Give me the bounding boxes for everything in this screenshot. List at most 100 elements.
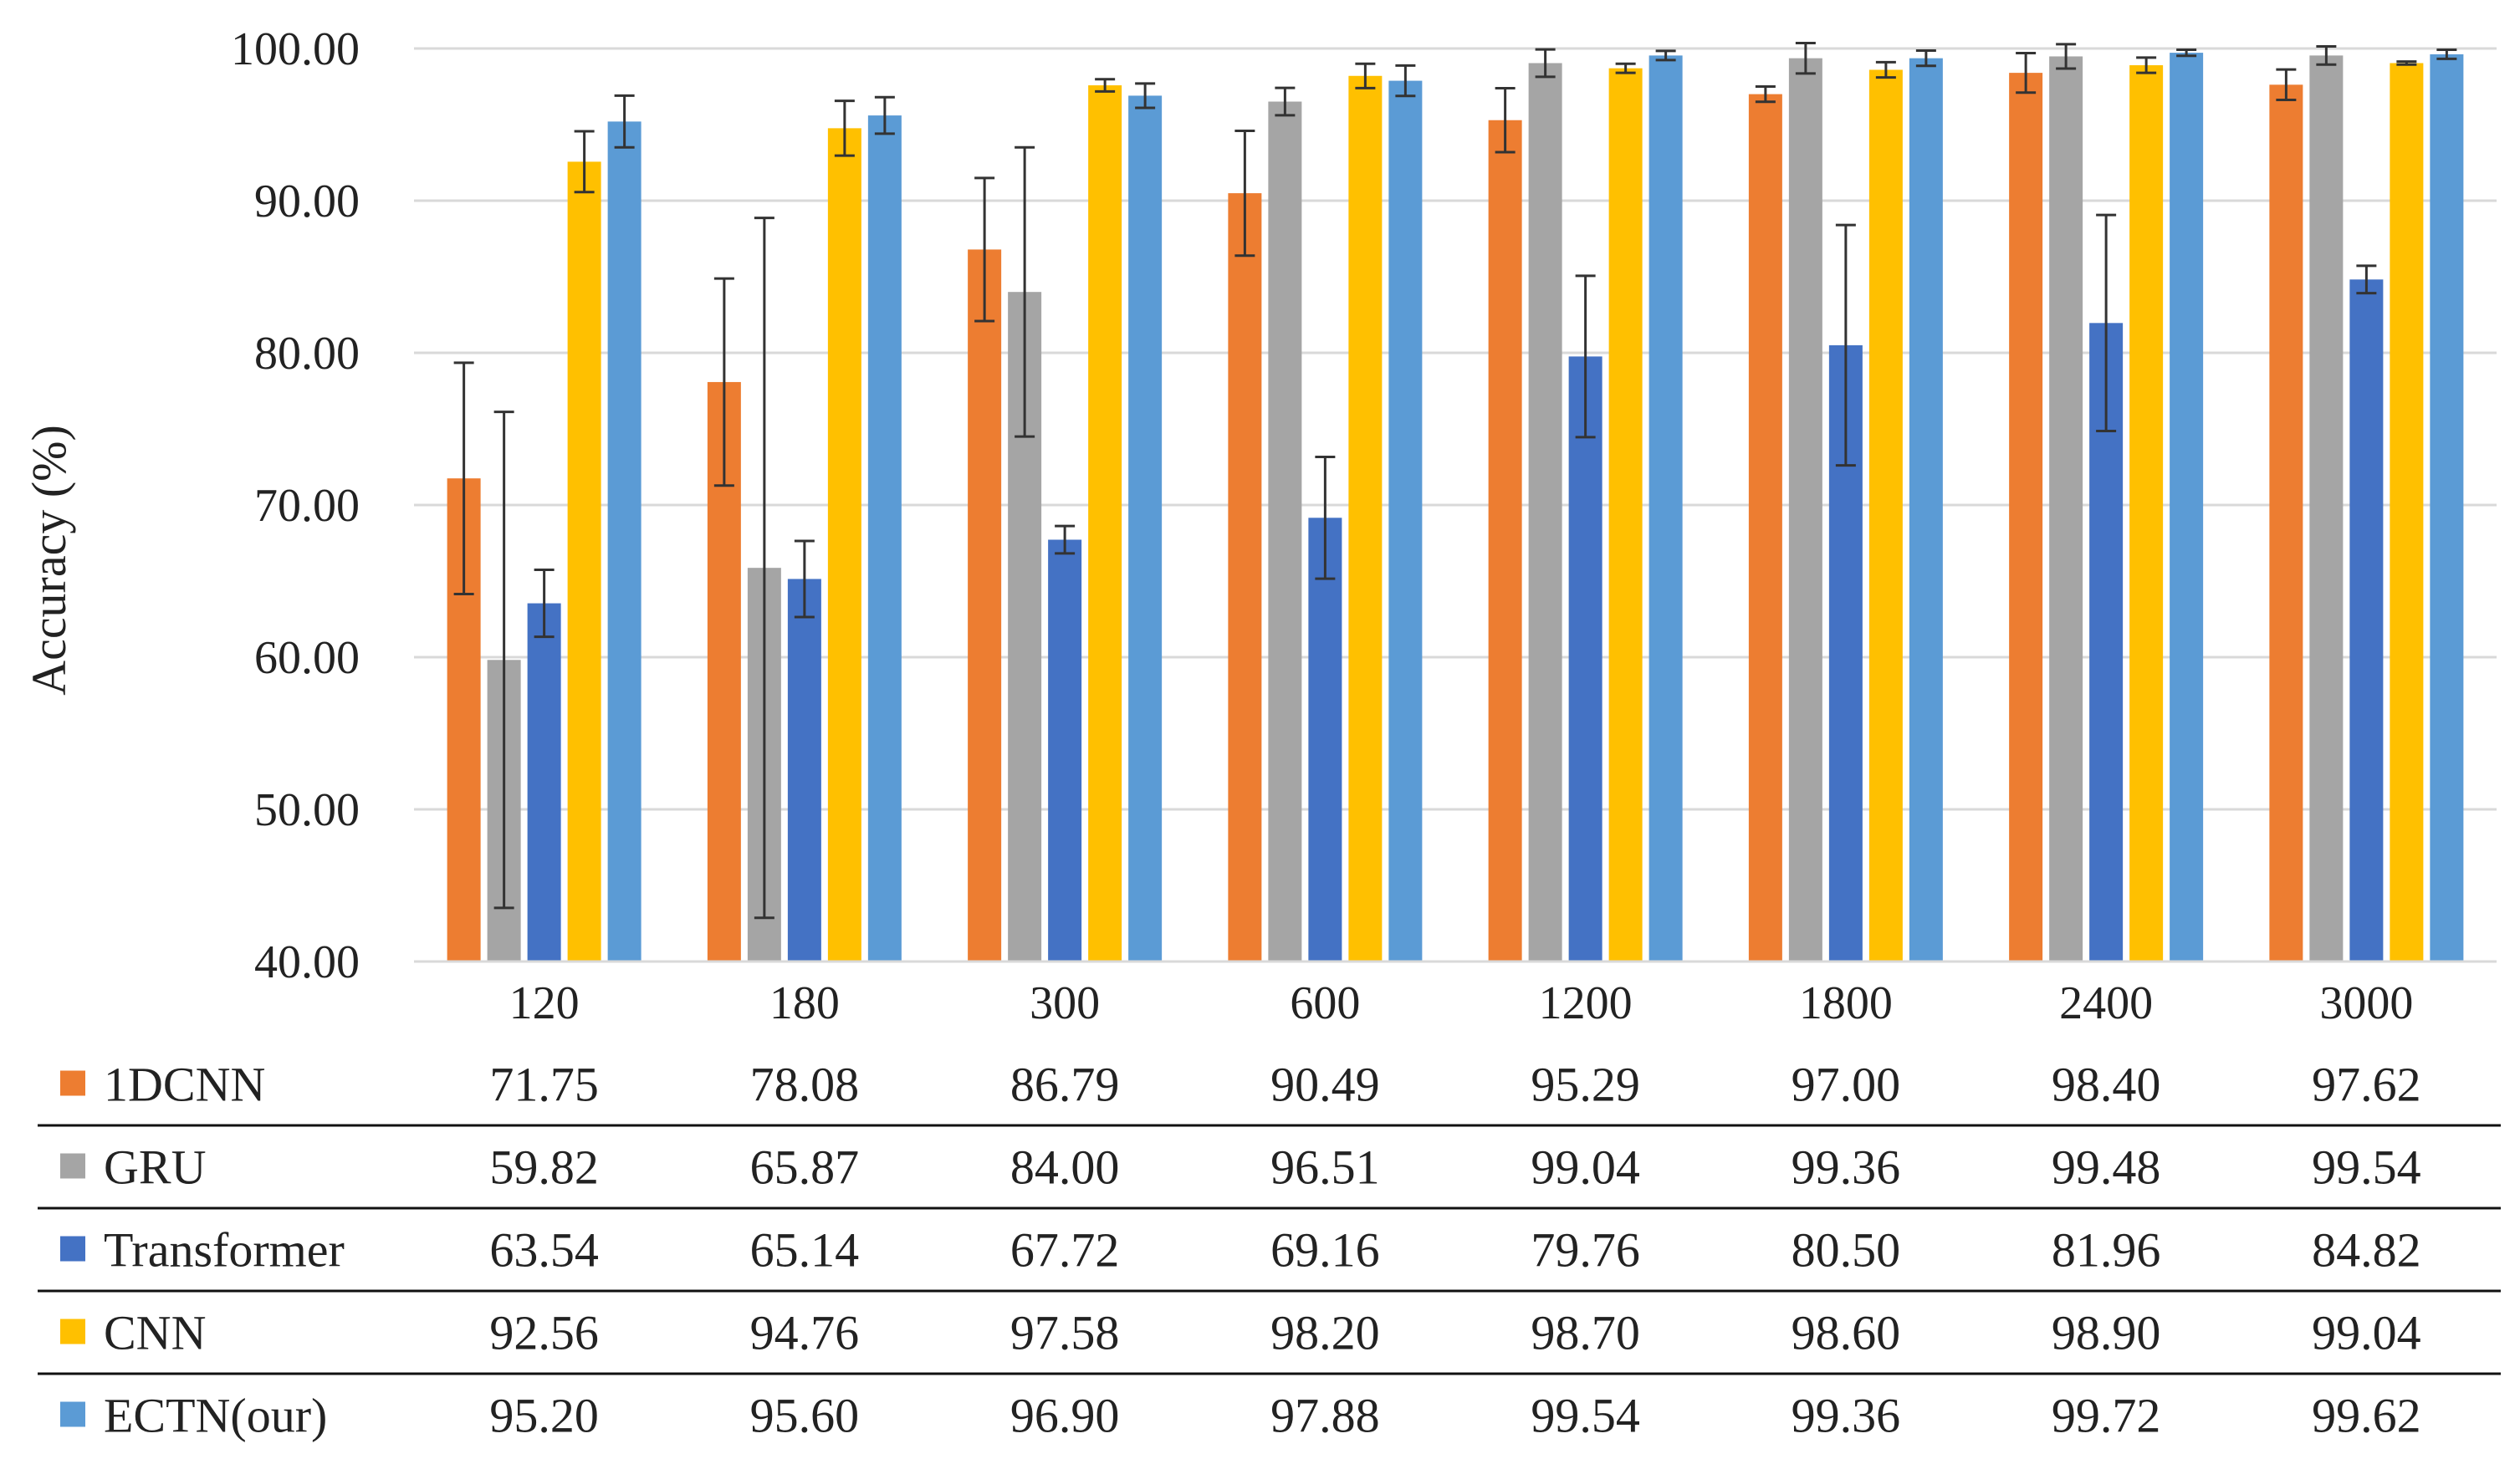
- bar-1dcnn-2400: [2009, 73, 2043, 962]
- error-bar: [1655, 49, 1676, 62]
- bar-cnn-1800: [1868, 69, 1903, 962]
- y-tick-label: 40.00: [254, 936, 360, 988]
- error-bar: [754, 217, 774, 920]
- table-row: 1DCNN 71.75 78.08 86.79 90.49 95.29 97.00 98.40…: [60, 1058, 2421, 1112]
- x-tick-label: 600: [1290, 977, 1360, 1029]
- error-bar: [2096, 213, 2117, 433]
- error-bar: [713, 277, 734, 487]
- error-bar: [2056, 43, 2077, 70]
- error-bar: [1234, 129, 1255, 258]
- error-bar: [1795, 41, 1816, 75]
- x-tick-label: 1200: [1539, 977, 1633, 1029]
- bar-1dcnn-600: [1228, 193, 1262, 962]
- bar-ectn-our--2400: [2170, 53, 2204, 962]
- x-tick-label: 180: [769, 977, 840, 1029]
- bar-transformer-120: [527, 603, 561, 962]
- table-cell: 84.00: [1010, 1140, 1120, 1195]
- error-bar: [493, 411, 514, 910]
- bar-gru-3000: [2309, 55, 2344, 962]
- y-axis-title: Accuracy (%): [22, 425, 76, 696]
- x-tick-label: 2400: [2059, 977, 2153, 1029]
- error-bar: [1615, 62, 1636, 74]
- table-cell: 99.72: [2052, 1389, 2161, 1443]
- y-tick-label: 80.00: [254, 328, 360, 380]
- x-axis-categories: 120 180 300 600 1200 1800 2400 3000: [509, 977, 2414, 1029]
- x-tick-label: 120: [509, 977, 580, 1029]
- table-row: Transformer 63.54 65.14 67.72 69.16 79.76 80.5…: [60, 1223, 2421, 1278]
- bars: [447, 53, 2464, 962]
- y-tick-label: 100.00: [231, 23, 360, 75]
- table-cell: 59.82: [489, 1140, 599, 1195]
- legend-swatch: [60, 1236, 85, 1262]
- error-bar: [2356, 264, 2377, 295]
- bar-1dcnn-1800: [1748, 94, 1782, 962]
- y-tick-label: 70.00: [254, 480, 360, 532]
- bar-cnn-1200: [1608, 68, 1643, 962]
- table-cell: 96.90: [1010, 1389, 1120, 1443]
- table-cell: 80.50: [1792, 1223, 1901, 1278]
- error-bar: [534, 569, 555, 639]
- table-cell: 99.36: [1792, 1389, 1901, 1443]
- table-row: CNN 92.56 94.76 97.58 98.20 98.70 98.60 98.90 99…: [60, 1306, 2421, 1360]
- bar-cnn-120: [567, 161, 601, 962]
- table-cell: 98.60: [1792, 1306, 1901, 1360]
- error-bar: [1135, 82, 1156, 110]
- table-cell: 97.58: [1010, 1306, 1120, 1360]
- error-bar: [1915, 49, 1936, 68]
- table-cell: 99.62: [2312, 1389, 2421, 1443]
- bar-1dcnn-3000: [2269, 84, 2303, 962]
- bar-transformer-180: [787, 579, 821, 962]
- table-cell: 90.49: [1270, 1058, 1380, 1112]
- table-row: GRU 59.82 65.87 84.00 96.51 99.04 99.36 99.48 99…: [60, 1140, 2421, 1195]
- legend-label: Transformer: [104, 1223, 345, 1278]
- table-cell: 97.88: [1270, 1389, 1380, 1443]
- table-cell: 99.36: [1792, 1140, 1901, 1195]
- error-bar: [1755, 85, 1776, 104]
- table-cell: 67.72: [1010, 1223, 1120, 1278]
- bar-gru-2400: [2049, 56, 2083, 962]
- table-cell: 63.54: [489, 1223, 599, 1278]
- table-cell: 94.76: [750, 1306, 860, 1360]
- legend-label: CNN: [104, 1306, 206, 1360]
- error-bar: [1395, 64, 1416, 98]
- bar-ectn-our--300: [1128, 95, 1163, 962]
- error-bar: [1535, 48, 1556, 79]
- error-bar: [1315, 455, 1336, 580]
- error-bar: [874, 95, 895, 135]
- bar-transformer-600: [1308, 518, 1342, 962]
- error-bar: [794, 539, 815, 619]
- data-table: 1DCNN 71.75 78.08 86.79 90.49 95.29 97.00 98.40…: [38, 1058, 2501, 1443]
- table-cell: 99.04: [2312, 1306, 2421, 1360]
- table-cell: 65.14: [750, 1223, 860, 1278]
- bar-1dcnn-1200: [1488, 120, 1522, 962]
- legend-label: GRU: [104, 1140, 206, 1195]
- table-cell: 95.60: [750, 1389, 860, 1443]
- legend-label: ECTN(our): [104, 1389, 327, 1443]
- error-bar: [974, 176, 995, 323]
- table-cell: 97.62: [2312, 1058, 2421, 1112]
- table-cell: 99.54: [1531, 1389, 1640, 1443]
- error-bar: [1575, 274, 1596, 439]
- table-cell: 71.75: [489, 1058, 599, 1112]
- legend-swatch: [60, 1319, 85, 1344]
- y-axis-ticks: 40.00 50.00 60.00 70.00 80.00 90.00 100.00: [231, 23, 360, 988]
- error-bar: [2176, 48, 2197, 58]
- y-tick-label: 50.00: [254, 784, 360, 836]
- legend-swatch: [60, 1401, 85, 1427]
- table-cell: 97.00: [1792, 1058, 1901, 1112]
- y-tick-label: 90.00: [254, 176, 360, 227]
- bar-cnn-2400: [2129, 65, 2164, 962]
- error-bar: [2016, 51, 2037, 94]
- error-bar: [1015, 145, 1035, 438]
- y-tick-label: 60.00: [254, 632, 360, 684]
- bar-gru-1200: [1528, 63, 1562, 962]
- table-cell: 86.79: [1010, 1058, 1120, 1112]
- error-bar: [2396, 60, 2417, 66]
- table-cell: 84.82: [2312, 1223, 2421, 1278]
- error-bar: [2136, 56, 2157, 74]
- bar-ectn-our--1200: [1648, 55, 1683, 962]
- bar-transformer-3000: [2349, 279, 2384, 962]
- table-row: ECTN(our) 95.20 95.60 96.90 97.88 99.54 99.36 9…: [60, 1389, 2421, 1443]
- table-cell: 98.20: [1270, 1306, 1380, 1360]
